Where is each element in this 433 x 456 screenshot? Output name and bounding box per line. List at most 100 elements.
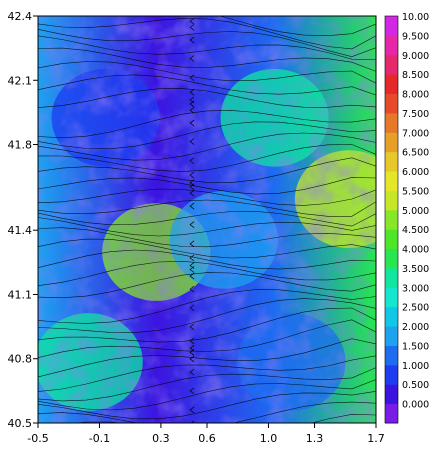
colorbar-label: 2.000	[402, 322, 429, 333]
x-tick-label: 1.3	[306, 432, 324, 445]
x-axis: -0.5 -0.1 0.3 0.6 1.0 1.3 1.7	[27, 423, 385, 445]
streamline	[38, 217, 376, 237]
streamline-arrow	[189, 355, 195, 363]
y-tick-label: 41.1	[8, 288, 33, 301]
streamline	[38, 367, 376, 402]
streamline	[74, 413, 376, 423]
streamline	[38, 307, 376, 343]
streamline-arrow	[189, 74, 195, 82]
streamline	[38, 355, 376, 392]
y-tick-label: 41.4	[8, 224, 33, 237]
colorbar-label: 5.000	[402, 206, 429, 217]
x-tick-label: 0.3	[152, 432, 170, 445]
streamline	[38, 157, 376, 183]
y-tick-label: 40.8	[8, 353, 33, 366]
colorbar-label: 2.500	[402, 303, 429, 314]
colorbar-swatch	[385, 16, 398, 36]
streamline-arrow	[189, 304, 195, 312]
streamline	[219, 16, 376, 37]
y-tick-label: 40.5	[8, 417, 33, 430]
colorbar-swatch	[385, 35, 398, 56]
streamline-arrow	[189, 17, 195, 25]
streamline-arrow	[189, 171, 195, 179]
y-axis: 40.5 40.8 41.1 41.4 41.8 42.1 42.4	[8, 10, 38, 430]
streamline	[38, 272, 376, 299]
colorbar-label: 0.000	[402, 400, 429, 411]
streamline-arrow	[189, 266, 195, 273]
streamline-arrow	[189, 24, 195, 31]
streamline-arrow	[189, 387, 195, 395]
colorbar-swatch	[385, 74, 398, 95]
colorbar-label: 1.000	[402, 361, 429, 372]
colorbar-label: 4.000	[402, 245, 429, 256]
streamline-arrow	[189, 88, 195, 96]
plot-area	[38, 16, 376, 423]
colorbar-swatch	[385, 384, 398, 405]
streamline-arrow	[189, 323, 195, 331]
streamline	[38, 199, 376, 217]
colorbar-label: 0.500	[402, 380, 429, 391]
streamline	[38, 260, 376, 286]
streamline-arrow	[189, 183, 195, 191]
streamline	[38, 110, 376, 139]
streamline	[38, 144, 376, 172]
streamline-arrow	[189, 272, 195, 280]
colorbar-swatch	[385, 364, 398, 385]
streamline	[38, 132, 376, 161]
x-tick-label: 1.7	[367, 432, 385, 445]
colorbar: 0.000 0.500 1.000 1.500 2.000 2.500 3.000 3.500…	[384, 12, 429, 424]
streamline	[38, 188, 376, 206]
streamline	[38, 61, 376, 84]
colorbar-frame	[384, 15, 399, 424]
streamline	[38, 238, 376, 259]
streamline	[38, 249, 376, 270]
streamline-arrow	[189, 406, 195, 414]
streamline-arrow	[189, 189, 195, 197]
streamline	[38, 35, 376, 60]
x-tick-label: -0.5	[27, 432, 48, 445]
colorbar-swatch	[385, 112, 398, 133]
streamlines	[38, 16, 376, 423]
y-tick-label: 42.1	[8, 74, 33, 87]
streamline-arrow	[189, 100, 195, 108]
colorbar-swatch	[385, 54, 398, 75]
colorbar-swatch	[385, 267, 398, 288]
streamline-arrow	[189, 157, 195, 165]
streamline	[38, 391, 376, 420]
streamline-arrow	[189, 240, 195, 248]
colorbar-swatch	[385, 345, 398, 366]
x-tick-label: 0.6	[198, 432, 216, 445]
y-tick-label: 41.8	[8, 139, 33, 152]
colorbar-label: 10.00	[402, 12, 429, 23]
streamline-arrow	[189, 368, 195, 376]
streamline-arrow	[189, 106, 195, 114]
colorbar-swatch	[385, 209, 398, 230]
colorbar-swatch	[385, 151, 398, 172]
streamline	[38, 74, 376, 96]
streamline-arrow	[189, 36, 195, 44]
streamline-arrow	[189, 221, 195, 228]
colorbar-swatch	[385, 132, 398, 153]
streamline-arrow	[189, 119, 195, 127]
streamline-arrow	[189, 254, 195, 262]
streamline	[38, 210, 376, 227]
streamline	[38, 289, 376, 324]
streamline	[38, 29, 376, 58]
streamline	[38, 121, 376, 150]
colorbar-swatch	[385, 287, 398, 308]
streamline	[38, 338, 376, 378]
streamline-arrow	[190, 420, 195, 423]
colorbar-label: 9.500	[402, 31, 429, 42]
colorbar-label: 3.500	[402, 264, 429, 275]
streamline	[38, 18, 376, 50]
streamline-arrow	[189, 349, 195, 356]
colorbar-label: 7.500	[402, 109, 429, 120]
colorbar-label: 7.000	[402, 128, 429, 139]
field-mottle	[38, 16, 376, 423]
colorbar-swatch	[385, 306, 398, 327]
colorbar-label: 4.500	[402, 225, 429, 236]
colorbar-label: 5.500	[402, 186, 429, 197]
colorbar-swatch	[385, 171, 398, 191]
colorbar-label: 8.500	[402, 70, 429, 81]
colorbar-swatch	[385, 326, 398, 346]
